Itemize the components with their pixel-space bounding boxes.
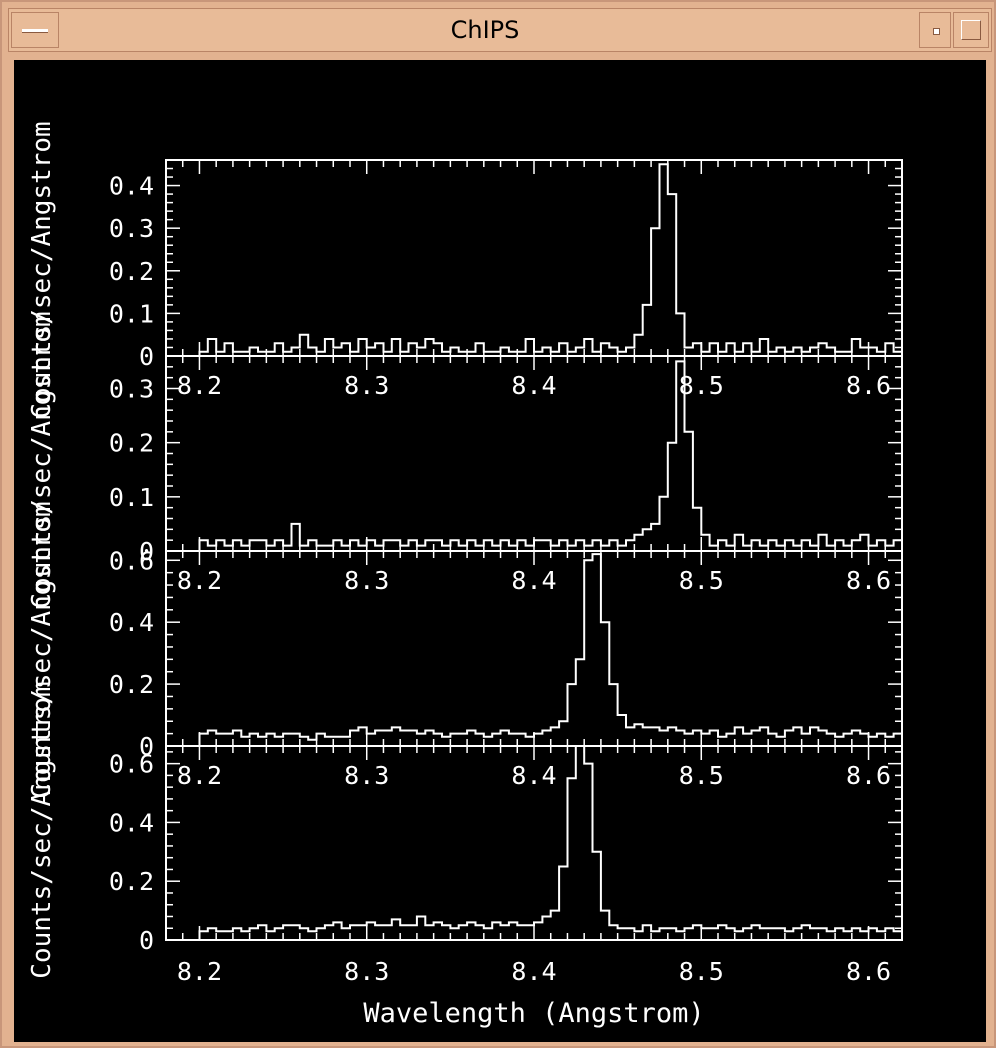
panel-4-y-tick-label: 0.6 <box>109 750 154 779</box>
panel-2-x-tick-label: 8.4 <box>511 566 556 595</box>
panel-2-y-tick-label: 0.2 <box>109 429 154 458</box>
panel-1-x-tick-label: 8.6 <box>846 371 891 400</box>
panel-4-x-tick-label: 8.5 <box>679 957 724 986</box>
panel-2-y-tick-label: 0 <box>139 537 154 566</box>
panel-1-y-tick-label: 0.4 <box>109 172 154 201</box>
panel-3-y-tick-label: 0.6 <box>109 546 154 575</box>
panel-3-x-tick-label: 8.3 <box>344 761 389 790</box>
panel-1-x-tick-label: 8.5 <box>679 371 724 400</box>
maximize-button[interactable] <box>953 12 989 48</box>
panel-2-spectrum-line <box>198 360 902 551</box>
panel-1-y-tick-label: 0.3 <box>109 214 154 243</box>
panel-4-x-tick-label: 8.6 <box>846 957 891 986</box>
panel-1-y-tick-label: 0.2 <box>109 257 154 286</box>
window-menu-button[interactable] <box>11 12 59 48</box>
spectrum-plots: 0 0.1 0.2 0.3 0.4 8.2 8.3 8.4 8.5 8.6 0 0.1 0.2 0.3 8.… <box>27 121 903 1029</box>
panel-3-spectrum-line <box>198 553 902 746</box>
panel-2-y-tick-label: 0.1 <box>109 483 154 512</box>
window-title: ChIPS <box>450 16 520 44</box>
panel-3-x-tick-label: 8.2 <box>177 761 222 790</box>
panel-3-x-tick-label: 8.4 <box>511 761 556 790</box>
panel-4-y-tick-label: 0 <box>139 926 154 955</box>
y-axis-label-1: Counts/sec/Angstrom <box>27 121 57 418</box>
minimize-button[interactable] <box>919 12 951 48</box>
panel-1-frame <box>165 159 903 357</box>
panel-3-y-tick-label: 0.4 <box>109 608 154 637</box>
panel-1-x-tick-label: 8.3 <box>344 371 389 400</box>
panel-4-x-tick-label: 8.4 <box>511 957 556 986</box>
y-axis-label-4: Counts/sec/Angstrom <box>27 681 57 978</box>
panel-1-x-tick-label: 8.2 <box>177 371 222 400</box>
panel-3-y-tick-label: 0.2 <box>109 670 154 699</box>
title-bar[interactable]: ChIPS <box>8 8 992 52</box>
panel-1-spectrum-line <box>198 163 902 356</box>
x-axis-label: Wavelength (Angstrom) <box>363 998 704 1029</box>
plot-canvas: 0 0.1 0.2 0.3 0.4 8.2 8.3 8.4 8.5 8.6 0 0.1 0.2 0.3 8.… <box>14 60 986 1042</box>
panel-4-x-tick-label: 8.3 <box>344 957 389 986</box>
panel-2-x-tick-label: 8.2 <box>177 566 222 595</box>
window-menu-icon <box>22 29 48 33</box>
panel-4-y-tick-label: 0.4 <box>109 808 154 837</box>
panel-4-y-tick-label: 0.2 <box>109 867 154 896</box>
panel-3-x-tick-label: 8.6 <box>846 761 891 790</box>
minimize-icon <box>933 28 940 35</box>
panel-4-x-tick-label: 8.2 <box>177 957 222 986</box>
panel-2-x-tick-label: 8.6 <box>846 566 891 595</box>
panel-2-x-tick-label: 8.3 <box>344 566 389 595</box>
panel-1-y-tick-label: 0 <box>139 342 154 371</box>
panel-4-spectrum-line <box>198 745 902 940</box>
panel-2-y-tick-label: 0.3 <box>109 375 154 404</box>
panel-3-y-tick-label: 0 <box>139 732 154 761</box>
y-axis-label-2: Counts/sec/Angstrom <box>27 311 57 608</box>
panel-1-x-tick-label: 8.4 <box>511 371 556 400</box>
y-axis-label-3: Counts/sec/Angstrom <box>27 501 57 798</box>
panel-1-y-tick-label: 0.1 <box>109 299 154 328</box>
panel-2-x-tick-label: 8.5 <box>679 566 724 595</box>
maximize-icon <box>961 20 981 40</box>
panel-3-x-tick-label: 8.5 <box>679 761 724 790</box>
